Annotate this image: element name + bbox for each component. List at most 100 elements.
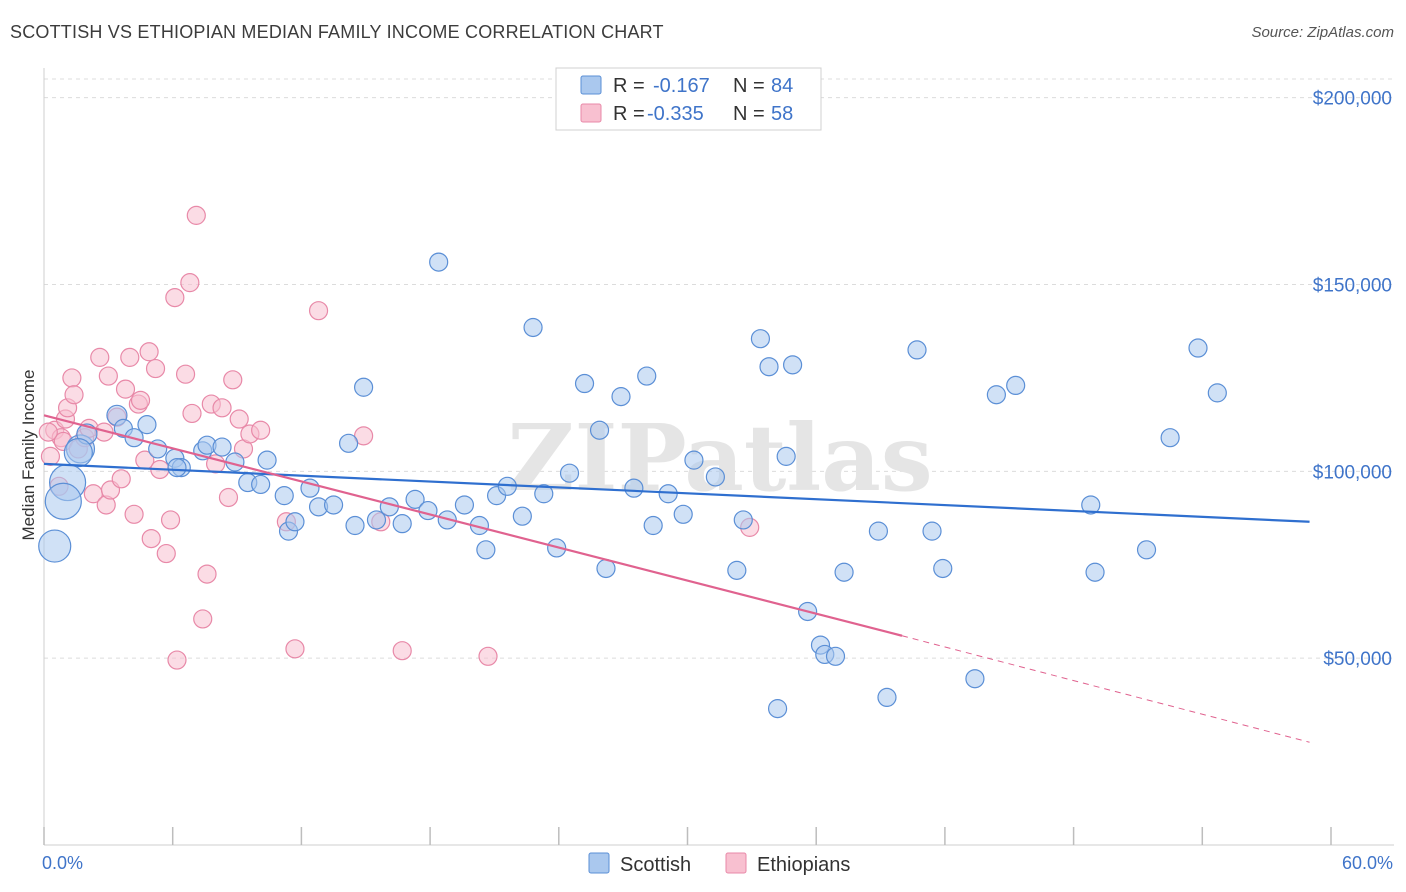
gridlines [44,78,1394,659]
scottish-point [1207,383,1227,403]
scottish-point [907,340,927,360]
scottish-point [274,486,294,506]
tick-labels: $50,000 $100,000 $150,000 $200,000 0.0% 60.0% [42,89,1393,873]
ethiopian-point [160,510,181,530]
scottish-point [137,415,157,435]
scottish-point [366,510,387,530]
y-tick-label: $200,000 [1313,89,1392,110]
scottish-point [705,467,725,487]
scottish-point [589,420,610,440]
ethiopian-point [145,358,166,379]
scottish-point [733,510,753,530]
scottish-point [429,252,449,272]
scottish-point [454,495,475,515]
ethiopian-point [165,287,185,308]
ethiopian-series-swatch [725,852,747,874]
scottish-point [759,357,779,377]
scottish-point [167,458,187,478]
scottish-point [1081,495,1101,515]
ethiopian-point [180,273,200,293]
ethiopian-point [40,446,61,466]
scottish-point [251,474,271,495]
ethiopian-point [124,504,144,524]
scottish-point [1085,562,1105,582]
ethiopian-point [392,641,412,661]
y-tick-label: $150,000 [1313,276,1392,297]
ethiopian-point [90,347,110,367]
stats-r-value-1: -0.167 [653,75,710,97]
scottish-point [44,482,82,520]
ethiopian-point [98,366,118,386]
stats-legend: R = -0.167 N = 84 R = -0.335 N = 58 [555,67,822,131]
scottish-point [285,512,305,532]
scottish-point [922,521,942,541]
ethiopian-trend-line [43,414,903,637]
scottish-point [965,669,985,689]
scottish-point [323,495,344,515]
ethiopian-point [62,368,82,388]
ethiopian-point [139,342,159,362]
scottish-point [637,366,657,386]
ethiopian-point [186,205,206,225]
stats-r-label-1: R = [613,75,645,97]
ethiopian-point [206,454,226,474]
x-tick-label: 0.0% [42,853,83,873]
scottish-point [986,385,1006,405]
scottish-point [523,317,543,338]
stats-n-label-2: N = [733,103,765,125]
scottish-point [379,497,399,517]
ethiopian-point [175,364,196,384]
scottish-trend-line [43,462,1310,523]
scottish-point [825,646,846,666]
ethiopian-point [64,385,84,405]
scottish-point [767,699,788,719]
scottish-point [574,373,595,394]
scottish-point [611,387,631,407]
ethiopian-point [115,379,136,399]
scottish-point [624,478,644,498]
scottish-point [392,514,412,534]
scottish-point [405,489,425,509]
scottish-point [750,329,771,349]
scottish-point [1188,338,1208,358]
ethiopian-legend-swatch [580,103,602,123]
stats-n-label-1: N = [733,75,765,97]
y-tick-label: $50,000 [1323,649,1392,670]
ethiopian-point [156,543,176,564]
y-tick-label: $100,000 [1313,462,1392,483]
scottish-point [933,558,953,579]
chart-title: SCOTTISH VS ETHIOPIAN MEDIAN FAMILY INCO… [10,22,664,42]
ethiopian-point [229,409,249,429]
ethiopian-point [193,609,213,629]
ethiopian-point [197,564,217,584]
ethiopian-point [38,422,58,442]
source-label: Source: ZipAtlas.com [1251,24,1394,41]
scottish-point [868,521,889,541]
ethiopian-point [130,390,151,410]
stats-n-value-1: 84 [771,75,793,97]
scottish-point [673,504,693,524]
trend-lines [43,414,1310,743]
ethiopian-point [167,650,187,670]
scottish-point [1006,375,1026,395]
ethiopian-point [251,420,271,440]
scottish-point [834,562,854,582]
scottish-point [345,515,365,536]
scottish-series-swatch [588,852,610,874]
scottish-point [559,463,580,483]
scottish-point [476,540,496,560]
scottish-points [38,252,1227,719]
scottish-series-label: Scottish [620,854,691,876]
scottish-point [512,506,532,526]
ethiopian-point [141,528,161,549]
ethiopian-series-label: Ethiopians [757,854,850,876]
ethiopian-point [120,347,140,367]
ethiopian-trend-extension [901,635,1310,743]
ethiopian-point [182,403,202,424]
stats-n-value-2: 58 [771,103,793,125]
scottish-point [338,433,359,453]
scottish-legend-swatch [580,75,602,95]
scottish-point [418,500,438,521]
series-legend: Scottish Ethiopians [588,852,850,876]
scottish-point [877,687,897,708]
